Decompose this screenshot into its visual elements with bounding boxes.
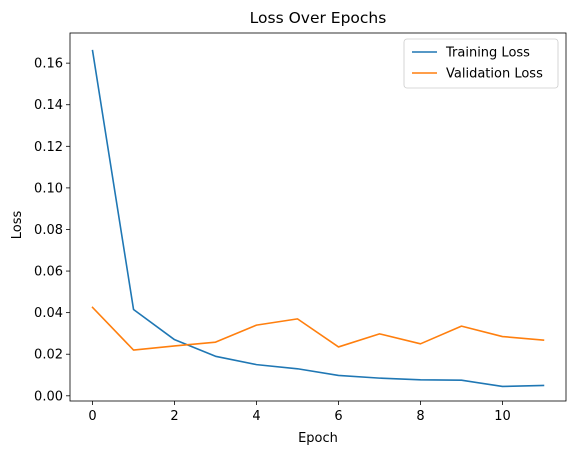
series-lines: [91, 49, 545, 388]
y-tick-label: 0.02: [34, 348, 63, 363]
legend: Training Loss Validation Loss: [403, 38, 559, 89]
y-tick-label: 0.12: [34, 140, 63, 155]
x-tick-label: 6: [334, 409, 342, 424]
x-axis-ticks: 0 2 4 6 8 10: [88, 401, 511, 424]
legend-label: Training Loss: [445, 46, 530, 61]
y-axis-label: Loss: [10, 211, 25, 240]
x-tick-label: 0: [88, 409, 96, 424]
plot-area: [69, 32, 567, 402]
y-tick-label: 0.04: [34, 306, 63, 321]
y-tick-label: 0.14: [34, 98, 63, 113]
y-tick-label: 0.06: [34, 265, 63, 280]
series-line-validation-loss: [91, 306, 545, 351]
legend-box: [403, 38, 559, 89]
chart-title: Loss Over Epochs: [250, 9, 387, 27]
y-axis-ticks: 0.00 0.02 0.04 0.06 0.08 0.10 0.12 0.14 0.16: [34, 57, 70, 404]
y-tick-label: 0.10: [34, 181, 63, 196]
y-tick-label: 0.16: [34, 57, 63, 72]
y-tick-label: 0.08: [34, 223, 63, 238]
plot-frame: [69, 32, 567, 402]
x-tick-label: 4: [252, 409, 260, 424]
x-tick-label: 2: [170, 409, 178, 424]
x-axis-label: Epoch: [298, 431, 338, 446]
x-tick-label: 10: [494, 409, 511, 424]
series-line-training-loss: [91, 49, 545, 388]
y-tick-label: 0.00: [34, 389, 63, 404]
x-tick-label: 8: [416, 409, 424, 424]
legend-label: Validation Loss: [446, 67, 543, 82]
